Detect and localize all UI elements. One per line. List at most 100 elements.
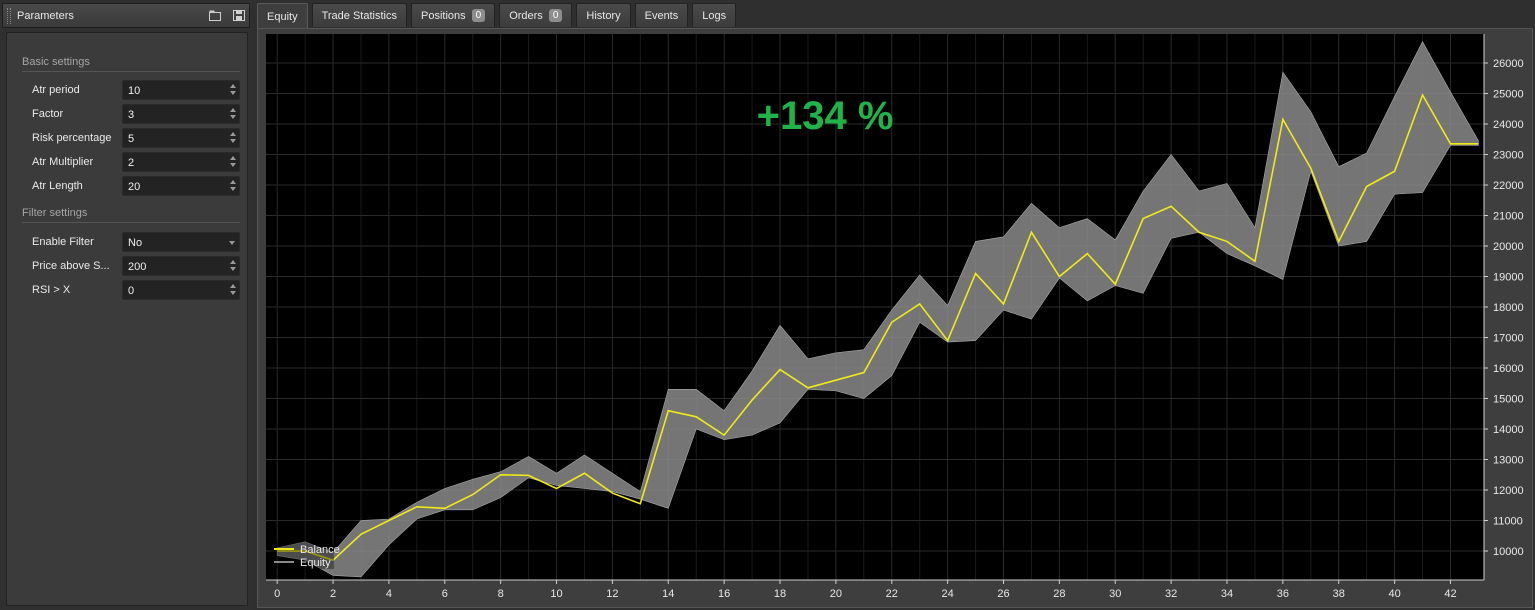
factor-input[interactable]: 3 xyxy=(122,104,240,124)
x-tick-label: 30 xyxy=(1109,588,1121,600)
x-tick-label: 38 xyxy=(1333,588,1345,600)
atr-length-input[interactable]: 20 xyxy=(122,176,240,196)
count-badge: 0 xyxy=(548,9,563,22)
tab-bar: Equity Trade Statistics Positions 0 Order… xyxy=(257,3,740,29)
spinner-arrows-icon[interactable] xyxy=(229,179,236,195)
tab-equity[interactable]: Equity xyxy=(257,3,308,29)
atr-multiplier-input[interactable]: 2 xyxy=(122,152,240,172)
section-label-basic-settings: Basic settings xyxy=(22,56,90,68)
param-value: 3 xyxy=(128,109,135,121)
param-row-atr-period: Atr period 10 xyxy=(22,80,240,100)
x-tick-label: 0 xyxy=(274,588,280,600)
y-tick-label: 19000 xyxy=(1493,271,1524,283)
atr-period-input[interactable]: 10 xyxy=(122,80,240,100)
param-label: Atr period xyxy=(32,84,80,96)
legend-label: Equity xyxy=(300,557,331,569)
y-tick-label: 20000 xyxy=(1493,241,1524,253)
return-percentage-label: +134 % xyxy=(757,94,894,138)
count-badge: 0 xyxy=(471,9,486,22)
x-tick-label: 2 xyxy=(330,588,336,600)
tab-label: Positions xyxy=(420,9,466,22)
y-tick-label: 18000 xyxy=(1493,302,1524,314)
x-tick-label: 14 xyxy=(662,588,674,600)
tab-events[interactable]: Events xyxy=(634,3,689,27)
y-tick-label: 25000 xyxy=(1493,88,1524,100)
spinner-arrows-icon[interactable] xyxy=(229,131,236,147)
param-value: 0 xyxy=(128,285,135,297)
rsi-x-input[interactable]: 0 xyxy=(122,280,240,300)
x-tick-label: 10 xyxy=(550,588,562,600)
param-label: Enable Filter xyxy=(32,236,94,248)
param-row-atr-multiplier: Atr Multiplier 2 xyxy=(22,152,240,172)
x-tick-label: 28 xyxy=(1053,588,1065,600)
parameters-header: Parameters xyxy=(2,3,250,28)
equity-chart-panel: 10000 11000 12000 13000 14000 15000 16000 17000… xyxy=(257,28,1533,608)
x-tick-label: 24 xyxy=(942,588,954,600)
y-tick-label: 23000 xyxy=(1493,149,1524,161)
y-tick-label: 11000 xyxy=(1493,516,1523,528)
tab-label: Events xyxy=(644,9,679,22)
spinner-arrows-icon[interactable] xyxy=(229,259,236,275)
y-tick-label: 13000 xyxy=(1493,455,1524,467)
x-tick-label: 12 xyxy=(606,588,618,600)
x-tick-label: 16 xyxy=(718,588,730,600)
param-row-factor: Factor 3 xyxy=(22,104,240,124)
x-tick-label: 42 xyxy=(1444,588,1456,600)
equity-chart[interactable]: 10000 11000 12000 13000 14000 15000 16000 17000… xyxy=(258,29,1532,607)
y-tick-label: 17000 xyxy=(1493,333,1524,345)
open-folder-icon[interactable] xyxy=(209,10,221,21)
spinner-arrows-icon[interactable] xyxy=(229,283,236,299)
x-tick-label: 26 xyxy=(997,588,1009,600)
x-tick-label: 36 xyxy=(1277,588,1289,600)
tab-trade-statistics[interactable]: Trade Statistics xyxy=(311,3,407,27)
param-value: 200 xyxy=(128,261,147,273)
x-tick-label: 6 xyxy=(442,588,448,600)
param-value: 10 xyxy=(128,85,141,97)
drag-grip-icon[interactable] xyxy=(7,7,11,24)
y-tick-label: 15000 xyxy=(1493,394,1524,406)
param-value: 5 xyxy=(128,133,135,145)
spinner-arrows-icon[interactable] xyxy=(229,155,236,171)
y-tick-label: 24000 xyxy=(1493,119,1524,131)
equity-band xyxy=(276,40,1479,578)
x-tick-label: 22 xyxy=(886,588,898,600)
param-value: No xyxy=(128,237,143,249)
parameters-title: Parameters xyxy=(17,9,74,22)
risk-percentage-input[interactable]: 5 xyxy=(122,128,240,148)
x-tick-label: 8 xyxy=(498,588,504,600)
section-label-filter-settings: Filter settings xyxy=(22,207,88,219)
x-tick-label: 40 xyxy=(1388,588,1400,600)
tab-orders[interactable]: Orders 0 xyxy=(499,3,573,27)
divider xyxy=(22,71,240,72)
equity-range-band xyxy=(276,40,1479,578)
param-row-enable-filter: Enable Filter No xyxy=(22,232,240,252)
save-icon[interactable] xyxy=(233,10,245,21)
tab-positions[interactable]: Positions 0 xyxy=(410,3,496,27)
price-above-sma-input[interactable]: 200 xyxy=(122,256,240,276)
param-label: Atr Multiplier xyxy=(32,156,94,168)
tab-label: Orders xyxy=(509,9,543,22)
divider xyxy=(22,222,240,223)
y-tick-label: 12000 xyxy=(1493,485,1524,497)
axes: 10000 11000 12000 13000 14000 15000 16000 17000… xyxy=(266,34,1524,600)
tab-logs[interactable]: Logs xyxy=(692,3,737,27)
parameters-panel: Parameters Basic settings Atr period 10 xyxy=(0,0,252,610)
param-label: Factor xyxy=(32,108,64,120)
param-row-rsi-x: RSI > X 0 xyxy=(22,280,240,300)
tab-history[interactable]: History xyxy=(576,3,631,27)
tab-label: Logs xyxy=(702,9,727,22)
spinner-arrows-icon[interactable] xyxy=(229,83,236,99)
param-label: Atr Length xyxy=(32,180,83,192)
param-value: 20 xyxy=(128,181,141,193)
y-tick-label: 21000 xyxy=(1493,210,1524,222)
x-tick-label: 32 xyxy=(1165,588,1177,600)
chevron-down-icon[interactable] xyxy=(229,241,235,245)
y-tick-label: 14000 xyxy=(1493,424,1524,436)
x-tick-label: 20 xyxy=(830,588,842,600)
parameters-body: Basic settings Atr period 10 Factor 3 Ri… xyxy=(6,32,248,606)
param-row-atr-length: Atr Length 20 xyxy=(22,176,240,196)
tab-label: Trade Statistics xyxy=(321,9,397,22)
y-tick-label: 16000 xyxy=(1493,363,1524,375)
enable-filter-select[interactable]: No xyxy=(122,232,240,252)
spinner-arrows-icon[interactable] xyxy=(229,107,236,123)
